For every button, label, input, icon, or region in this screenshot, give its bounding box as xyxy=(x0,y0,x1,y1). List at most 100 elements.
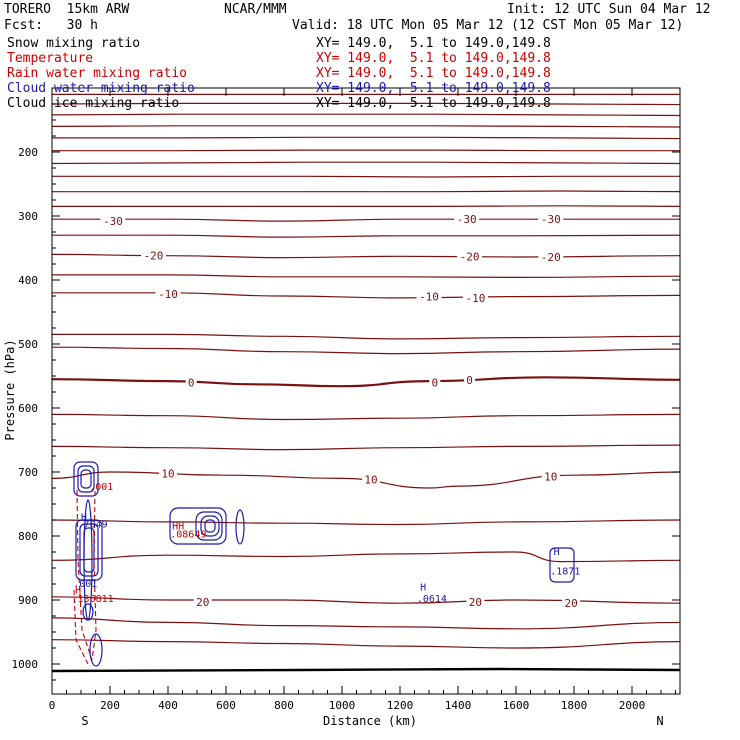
x-tick-label: 200 xyxy=(100,699,120,712)
rain-contour xyxy=(73,589,89,665)
x-tick-label: 400 xyxy=(158,699,178,712)
model-name: TORERO 15km ARW xyxy=(4,2,130,17)
isotherm-label-bg xyxy=(159,467,177,479)
cloud-contour xyxy=(200,515,220,537)
isotherm-line xyxy=(52,333,680,340)
isotherm-line xyxy=(52,413,680,421)
isotherm-label-bg xyxy=(457,250,483,262)
x-endpoint-south: S xyxy=(81,714,88,728)
isotherm-label: 0 xyxy=(431,376,438,389)
isotherm-label-bg xyxy=(562,597,581,609)
isotherm-line xyxy=(52,639,680,649)
x-tick-label: 1600 xyxy=(503,699,530,712)
isotherm-label: -10 xyxy=(158,288,178,301)
isotherm-label: -10 xyxy=(465,292,485,305)
upper-isotherm-lines xyxy=(52,93,680,208)
isotherm-label-bg xyxy=(416,290,442,302)
y-tick-label: 200 xyxy=(18,146,38,159)
y-tick-label: 600 xyxy=(18,402,38,415)
isotherm-line xyxy=(52,471,680,489)
y-tick-label: 300 xyxy=(18,210,38,223)
isotherm-labels: -30 -30 -30 -20 -20 -20 -10 -10 -10 0 0 0 10 10 10 20 20… xyxy=(100,213,581,610)
isotherm-lines xyxy=(52,218,680,649)
isotherm-line xyxy=(52,444,680,451)
isotherm-label: 10 xyxy=(364,474,377,487)
isotherm-line xyxy=(52,519,680,526)
isotherm-line xyxy=(52,161,680,165)
extrema-label: .08649 xyxy=(170,529,206,540)
isotherm-label-bg xyxy=(100,215,126,227)
legend-range-2: XY= 149.0, 5.1 to 149.0,149.8 xyxy=(316,66,551,81)
isotherm-label: -30 xyxy=(541,213,561,226)
isotherm-label: 20 xyxy=(564,597,577,610)
plot-frame xyxy=(51,87,681,695)
legend-name-3: Cloud water mixing ratio xyxy=(7,81,195,96)
x-tick-label: 1000 xyxy=(329,699,356,712)
x-tick-label: 0 xyxy=(49,699,56,712)
cloud-water-contours xyxy=(73,461,575,667)
terrain-surface xyxy=(51,667,681,673)
x-tick-label: 800 xyxy=(274,699,294,712)
valid-time: Valid: 18 UTC Mon 05 Mar 12 (12 CST Mon … xyxy=(292,18,684,33)
x-tick-label: 1400 xyxy=(445,699,472,712)
isotherm-line xyxy=(52,292,680,299)
y-tick-label: 800 xyxy=(18,530,38,543)
extrema-label: .001 xyxy=(89,482,113,493)
isotherm-label: 10 xyxy=(161,467,174,480)
isotherm-label: -20 xyxy=(460,250,480,263)
center-name: NCAR/MMM xyxy=(224,2,287,17)
isotherm-label: -20 xyxy=(541,251,561,264)
x-endpoint-north: N xyxy=(656,714,663,728)
y-tick-label: 400 xyxy=(18,274,38,287)
isotherm-label-bg xyxy=(466,595,485,607)
y-tick-label: 700 xyxy=(18,466,38,479)
isotherm-line xyxy=(52,376,680,388)
extrema-label: .136811 xyxy=(72,594,114,605)
isotherm-label: 20 xyxy=(196,596,209,609)
isotherm-line xyxy=(52,346,680,355)
isotherm-label-bg xyxy=(155,288,181,300)
isotherm-label-bg xyxy=(141,249,166,261)
rain-water-contours xyxy=(73,489,97,665)
extrema-label: H xyxy=(420,582,426,593)
isotherm-line xyxy=(52,175,680,178)
isotherm-label-bg xyxy=(541,470,560,482)
legend-name-0: Snow mixing ratio xyxy=(7,36,141,51)
legend-name-2: Rain water mixing ratio xyxy=(7,66,188,81)
isotherm-line xyxy=(52,149,680,152)
isotherm-label-bg xyxy=(538,251,564,262)
x-tick-label: 1200 xyxy=(387,699,414,712)
isotherm-line xyxy=(52,102,680,106)
extrema-label: .7049 xyxy=(78,520,108,531)
isotherm-line xyxy=(52,596,680,604)
isotherm-label: -10 xyxy=(419,291,439,304)
cloud-contour xyxy=(82,603,94,621)
y-axis-label: Pressure (hPa) xyxy=(3,339,17,440)
isotherm-label-bg xyxy=(454,213,480,225)
x-tick-label: 1800 xyxy=(561,699,588,712)
cloud-contour xyxy=(204,519,216,533)
extrema-label: H xyxy=(75,586,81,597)
cloud-contour xyxy=(80,469,92,489)
isotherm-line xyxy=(52,218,680,222)
isotherm-line xyxy=(52,205,680,208)
x-axis-label: Distance (km) xyxy=(323,714,417,728)
cloud-contour xyxy=(235,509,245,545)
isotherm-label-bg xyxy=(462,291,488,303)
cloud-contour xyxy=(195,511,223,541)
isotherm-label-bg xyxy=(362,473,380,485)
y-tick-label: 500 xyxy=(18,338,38,351)
extrema-labels: H.7049.001HH.08649.001H.136811H.0614H.18… xyxy=(72,482,581,605)
surface-line xyxy=(51,667,681,673)
isotherm-label-bg xyxy=(185,376,197,388)
isotherm-line xyxy=(52,617,680,630)
isotherm-label: -30 xyxy=(103,215,123,228)
isotherm-label: 0 xyxy=(188,376,195,389)
cloud-contour xyxy=(549,547,575,583)
isotherm-label: -20 xyxy=(144,250,164,263)
extrema-label: .0614 xyxy=(417,594,447,605)
extrema-label: HH xyxy=(172,522,184,533)
isotherm-line xyxy=(52,551,680,563)
x-tick-label: 600 xyxy=(216,699,236,712)
